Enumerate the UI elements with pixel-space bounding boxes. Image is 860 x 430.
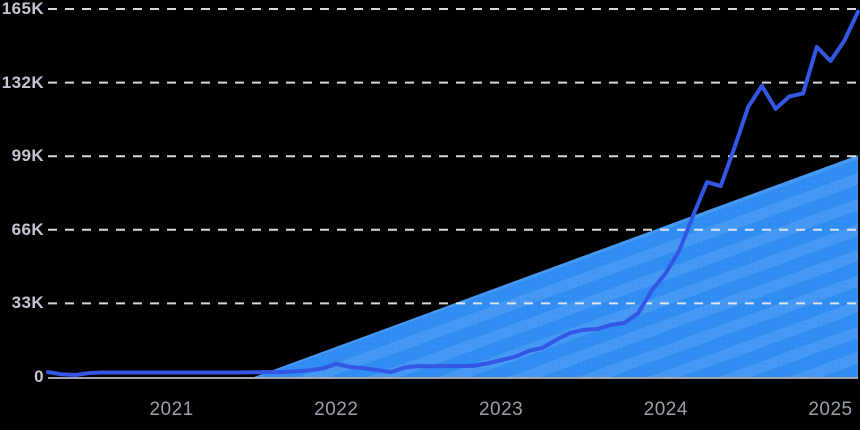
series-line [46, 9, 860, 377]
y-axis-label: 0 [34, 367, 44, 386]
trend-area-group [253, 155, 858, 377]
x-axis-label: 2022 [314, 399, 359, 420]
trend-area-texture [253, 155, 858, 377]
x-axis-label: 2024 [643, 399, 688, 420]
x-axis-label: 2025 [808, 399, 853, 420]
y-axis-label: 132K [1, 72, 44, 92]
y-axis-label: 66K [11, 219, 44, 239]
y-axis-label: 165K [1, 0, 44, 18]
y-axis-label: 33K [11, 293, 44, 313]
x-axis-label: 2023 [478, 399, 524, 420]
y-axis-label: 99K [11, 146, 44, 166]
x-axis-label: 2021 [149, 399, 194, 420]
